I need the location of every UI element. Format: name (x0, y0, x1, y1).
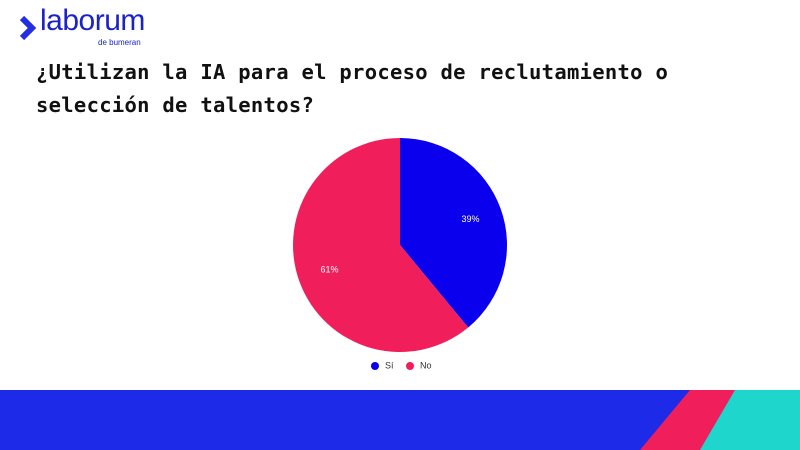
value-label: 61% (321, 265, 339, 275)
value-label: 39% (461, 214, 479, 224)
pie-slice (400, 138, 507, 328)
pie-slice (292, 138, 469, 352)
legend-marker (371, 362, 379, 370)
chart-title: ¿Utilizan la IA para el proceso de reclu… (36, 60, 669, 117)
logo-mark (19, 15, 37, 41)
legend-label: No (420, 360, 432, 370)
banner-accent (700, 390, 800, 450)
legend-label: Sí (385, 360, 394, 370)
legend-marker (406, 362, 414, 370)
logo-name: laborum (40, 4, 145, 37)
logo-tagline: de bumeran (98, 38, 141, 47)
